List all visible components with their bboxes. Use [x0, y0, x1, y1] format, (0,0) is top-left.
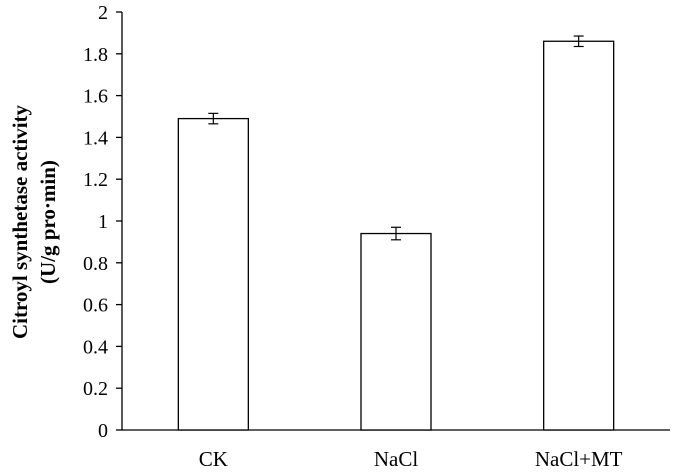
y-tick-label: 2: [98, 2, 108, 24]
y-axis-label-line1: Citroyl synthetase activity: [8, 104, 32, 339]
y-tick-label: 1.2: [83, 169, 108, 191]
y-tick-label: 0: [98, 420, 108, 442]
y-tick-label: 0.2: [83, 378, 108, 400]
bars: [177, 35, 615, 431]
x-tick-label: NaCl: [374, 447, 418, 471]
error-bar: [573, 35, 584, 48]
error-bar: [391, 226, 401, 241]
y-axis-label-line2: (U/g pro·min): [36, 160, 60, 284]
y-tick-label: 0.4: [83, 336, 108, 358]
bar-ck: [177, 117, 249, 431]
error-bar: [208, 112, 219, 125]
y-axis-label: Citroyl synthetase activity (U/g pro·min…: [8, 104, 60, 339]
y-tick-label: 0.6: [83, 295, 108, 317]
bar-nacl: [360, 232, 432, 431]
y-tick-label: 1.6: [83, 86, 108, 108]
x-tick-label: NaCl+MT: [535, 447, 623, 471]
y-tick-label: 0.8: [83, 253, 108, 275]
x-tick-label: CK: [199, 447, 228, 471]
y-tick-label: 1: [98, 211, 108, 233]
y-tick-label: 1.4: [83, 127, 108, 149]
y-tick-label: 1.8: [83, 44, 108, 66]
bar-nacl-mt: [543, 40, 615, 431]
y-ticks: 0 0.2 0.4 0.6 0.8 1 1.2 1.4 1.6 1.8 2: [83, 2, 122, 442]
x-tick-labels: CK NaCl NaCl+MT: [199, 447, 623, 471]
